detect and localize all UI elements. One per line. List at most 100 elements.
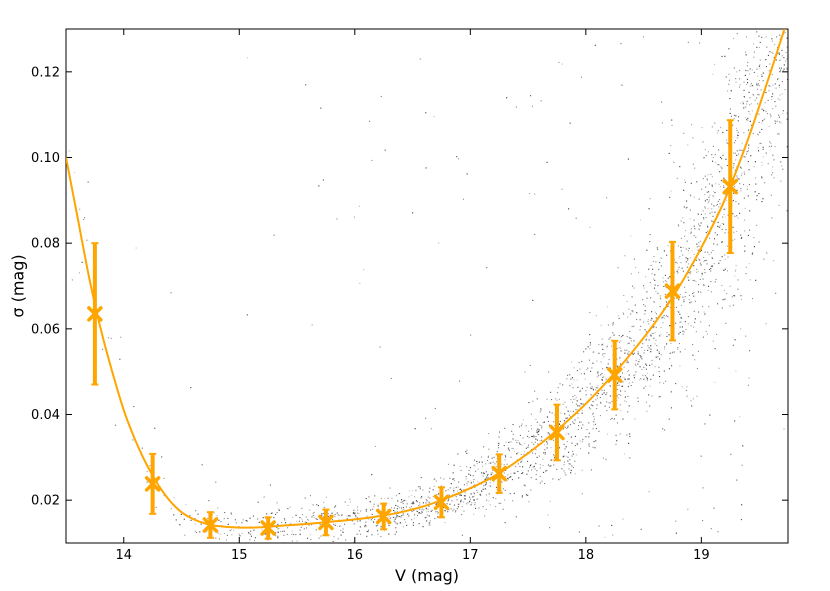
scatter-point <box>547 514 549 516</box>
scatter-point <box>749 73 751 75</box>
scatter-point <box>560 412 562 414</box>
scatter-point <box>616 348 618 350</box>
scatter-point <box>230 512 232 514</box>
scatter-point <box>509 476 511 478</box>
scatter-point <box>594 44 596 46</box>
scatter-point <box>86 239 88 241</box>
scatter-point <box>532 466 534 468</box>
scatter-point <box>740 295 742 297</box>
scatter-point <box>701 273 703 275</box>
scatter-point <box>702 210 704 212</box>
scatter-point <box>558 423 560 425</box>
scatter-point <box>700 213 702 215</box>
scatter-point <box>754 161 756 163</box>
scatter-point <box>267 539 269 541</box>
scatter-point <box>502 508 504 510</box>
scatter-point <box>399 507 401 509</box>
scatter-point <box>734 186 736 188</box>
scatter-point <box>704 272 706 274</box>
scatter-point <box>692 280 694 282</box>
scatter-point <box>700 321 702 323</box>
scatter-point <box>680 321 682 323</box>
scatter-point <box>496 461 498 463</box>
scatter-point <box>533 436 535 438</box>
scatter-point <box>716 132 718 134</box>
scatter-point <box>520 460 522 462</box>
scatter-point <box>380 536 382 538</box>
scatter-point <box>232 529 234 531</box>
scatter-point <box>564 448 566 450</box>
scatter-point <box>568 208 570 210</box>
scatter-point <box>726 245 728 247</box>
scatter-point <box>316 504 318 506</box>
scatter-point <box>303 528 305 530</box>
scatter-point <box>686 206 688 208</box>
scatter-point <box>464 495 466 497</box>
scatter-point <box>488 500 490 502</box>
scatter-point <box>678 343 680 345</box>
scatter-point <box>549 411 551 413</box>
scatter-point <box>646 376 648 378</box>
scatter-point <box>622 381 624 383</box>
scatter-point <box>612 332 614 334</box>
scatter-point <box>443 478 445 480</box>
scatter-point <box>699 240 701 242</box>
scatter-point <box>707 230 709 232</box>
scatter-point <box>775 59 777 61</box>
scatter-point <box>345 539 347 541</box>
scatter-point <box>401 509 403 511</box>
scatter-point <box>554 414 556 416</box>
scatter-point <box>703 256 705 258</box>
scatter-point <box>673 161 675 163</box>
scatter-point <box>778 84 780 86</box>
scatter-point <box>623 313 625 315</box>
scatter-point <box>544 449 546 451</box>
scatter-point <box>653 301 655 303</box>
scatter-point <box>619 433 621 435</box>
scatter-point <box>759 142 761 144</box>
scatter-point <box>719 171 721 173</box>
scatter-point <box>277 537 279 539</box>
scatter-point <box>770 86 772 88</box>
scatter-point <box>84 217 86 219</box>
scatter-point <box>724 232 726 234</box>
scatter-point <box>753 51 755 53</box>
scatter-point <box>743 156 745 158</box>
scatter-point <box>548 439 550 441</box>
scatter-point <box>633 258 635 260</box>
scatter-point <box>676 177 678 179</box>
scatter-point <box>681 326 683 328</box>
scatter-point <box>736 166 738 168</box>
scatter-point <box>700 455 702 457</box>
scatter-point <box>673 351 675 353</box>
scatter-point <box>758 65 760 67</box>
scatter-point <box>436 494 438 496</box>
scatter-point <box>246 520 248 522</box>
scatter-point <box>630 385 632 387</box>
scatter-point <box>589 334 591 336</box>
scatter-point <box>537 443 539 445</box>
scatter-point <box>194 530 196 532</box>
scatter-point <box>749 6 750 7</box>
scatter-point <box>676 310 678 312</box>
scatter-point <box>648 323 650 325</box>
scatter-point <box>287 508 289 510</box>
plot-frame <box>65 28 789 544</box>
scatter-point <box>695 280 697 282</box>
scatter-point <box>661 122 663 124</box>
scatter-point <box>679 293 681 295</box>
scatter-point <box>507 447 509 449</box>
scatter-point <box>431 509 433 511</box>
scatter-point <box>531 435 533 437</box>
scatter-point <box>753 71 755 73</box>
scatter-point <box>462 198 464 200</box>
scatter-point <box>200 523 202 525</box>
scatter-point <box>344 523 346 525</box>
scatter-point <box>635 267 637 269</box>
scatter-point <box>511 430 513 432</box>
scatter-point <box>778 53 780 55</box>
scatter-point <box>549 527 551 529</box>
scatter-point <box>717 243 719 245</box>
scatter-point <box>743 184 745 186</box>
scatter-point <box>756 224 758 226</box>
